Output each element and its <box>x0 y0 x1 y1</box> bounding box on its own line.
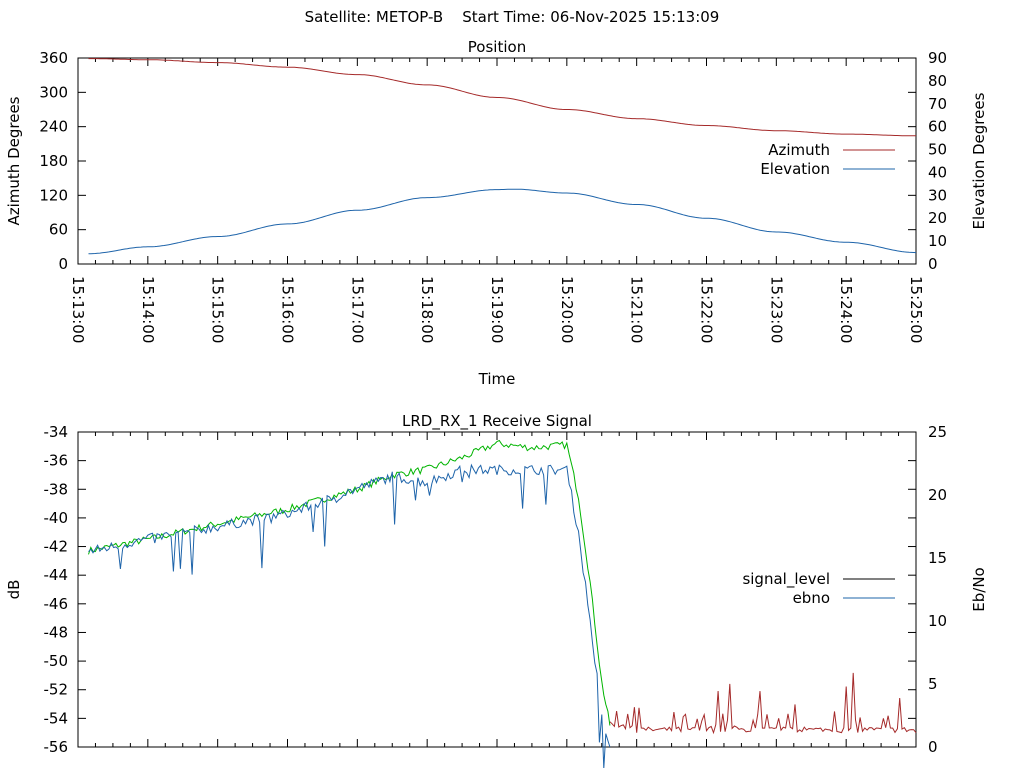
chart0-y-tick-label: 180 <box>39 152 68 170</box>
chart1-y-tick-label: -42 <box>44 538 69 556</box>
satellite-name: METOP-B <box>375 8 444 26</box>
chart1-y-tick-label: -44 <box>44 566 69 584</box>
chart0-x-tick-label: 15:14:00 <box>139 276 157 343</box>
chart1-y-tick-label: -36 <box>44 452 69 470</box>
chart0-y2-tick-label: 60 <box>928 118 947 136</box>
chart1-y-tick-label: -38 <box>44 480 69 498</box>
chart1-series-ebno-line <box>88 463 611 768</box>
chart0-y-tick-label: 0 <box>58 255 68 273</box>
chart0-series-Azimuth-line <box>88 58 916 137</box>
chart0-legend-label-Azimuth: Azimuth <box>768 141 830 159</box>
chart0-series-Elevation-line <box>88 188 917 255</box>
chart0-y2-tick-label: 10 <box>928 232 947 250</box>
chart0-x-tick-label: 15:19:00 <box>488 276 506 343</box>
start-time-value: 06-Nov-2025 15:13:09 <box>550 8 720 26</box>
chart0-y-tick-label: 360 <box>39 49 68 67</box>
chart-header: Satellite: METOP-B Start Time: 06-Nov-20… <box>0 8 1024 26</box>
chart0-y2-tick-label: 0 <box>928 255 938 273</box>
chart1-y2-axis-label: Eb/No <box>970 567 988 611</box>
start-time-label: Start Time: <box>462 8 546 26</box>
chart1-y2-tick-label: 5 <box>928 675 938 693</box>
chart1-legend-label-signal_level: signal_level <box>742 570 830 589</box>
chart0-y2-tick-label: 50 <box>928 141 947 159</box>
satellite-label: Satellite: <box>304 8 372 26</box>
chart1-series-signal_level-line <box>88 439 611 726</box>
chart1-y-tick-label: -34 <box>44 423 69 441</box>
chart0-x-tick-label: 15:21:00 <box>628 276 646 343</box>
chart0-x-tick-label: 15:18:00 <box>418 276 436 343</box>
chart1-y-tick-label: -50 <box>44 652 69 670</box>
chart0-y2-tick-label: 90 <box>928 49 947 67</box>
chart1-y-tick-label: -54 <box>44 709 69 727</box>
chart0-x-tick-label: 15:16:00 <box>279 276 297 343</box>
chart1-y-tick-label: -56 <box>44 738 69 756</box>
chart1-y2-tick-label: 25 <box>928 423 947 441</box>
chart0-y-tick-label: 300 <box>39 83 68 101</box>
chart0-y-tick-label: 240 <box>39 118 68 136</box>
chart0-y2-tick-label: 30 <box>928 186 947 204</box>
chart1-legend-label-ebno: ebno <box>793 589 830 607</box>
chart1-y-tick-label: -40 <box>44 509 69 527</box>
chart0-x-axis-label: Time <box>478 370 516 388</box>
chart1-plot-frame <box>77 431 917 748</box>
chart0-x-tick-label: 15:17:00 <box>348 276 366 343</box>
chart0-y-tick-label: 60 <box>49 221 68 239</box>
chart0-y-axis-label: Azimuth Degrees <box>5 96 23 225</box>
chart1-y-tick-label: -48 <box>44 623 69 641</box>
chart0-x-tick-label: 15:24:00 <box>837 276 855 343</box>
chart0-y2-tick-label: 40 <box>928 163 947 181</box>
chart1-y2-tick-label: 15 <box>928 549 947 567</box>
chart0-legend-label-Elevation: Elevation <box>760 160 830 178</box>
chart0-y2-axis-label: Elevation Degrees <box>970 92 988 229</box>
chart0-y2-tick-label: 20 <box>928 209 947 227</box>
chart0-title: Position <box>468 38 526 56</box>
chart1-y2-tick-label: 0 <box>928 738 938 756</box>
chart0-x-tick-label: 15:22:00 <box>698 276 716 343</box>
chart1-y-axis-label: dB <box>5 580 23 600</box>
chart0-x-tick-label: 15:20:00 <box>558 276 576 343</box>
chart1-y2-tick-label: 10 <box>928 612 947 630</box>
chart0-x-tick-label: 15:23:00 <box>767 276 785 343</box>
chart1-y-tick-label: -46 <box>44 595 69 613</box>
chart0-y2-tick-label: 80 <box>928 72 947 90</box>
chart0-y-tick-label: 120 <box>39 186 68 204</box>
chart0-x-tick-label: 15:13:00 <box>69 276 87 343</box>
chart1-y2-tick-label: 20 <box>928 486 947 504</box>
chart0-x-tick-label: 15:25:00 <box>907 276 925 343</box>
chart0-y2-tick-label: 70 <box>928 95 947 113</box>
chart1-y-tick-label: -52 <box>44 681 69 699</box>
chart0-x-tick-label: 15:15:00 <box>209 276 227 343</box>
chart1-series-noise_floor-line <box>609 672 917 735</box>
chart1-title: LRD_RX_1 Receive Signal <box>402 412 592 431</box>
